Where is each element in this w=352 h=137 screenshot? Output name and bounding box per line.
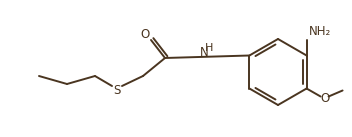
Text: H: H [205, 43, 213, 53]
Text: O: O [320, 92, 329, 105]
Text: N: N [200, 46, 209, 59]
Text: NH₂: NH₂ [309, 25, 331, 38]
Text: S: S [113, 83, 121, 96]
Text: O: O [140, 28, 150, 42]
